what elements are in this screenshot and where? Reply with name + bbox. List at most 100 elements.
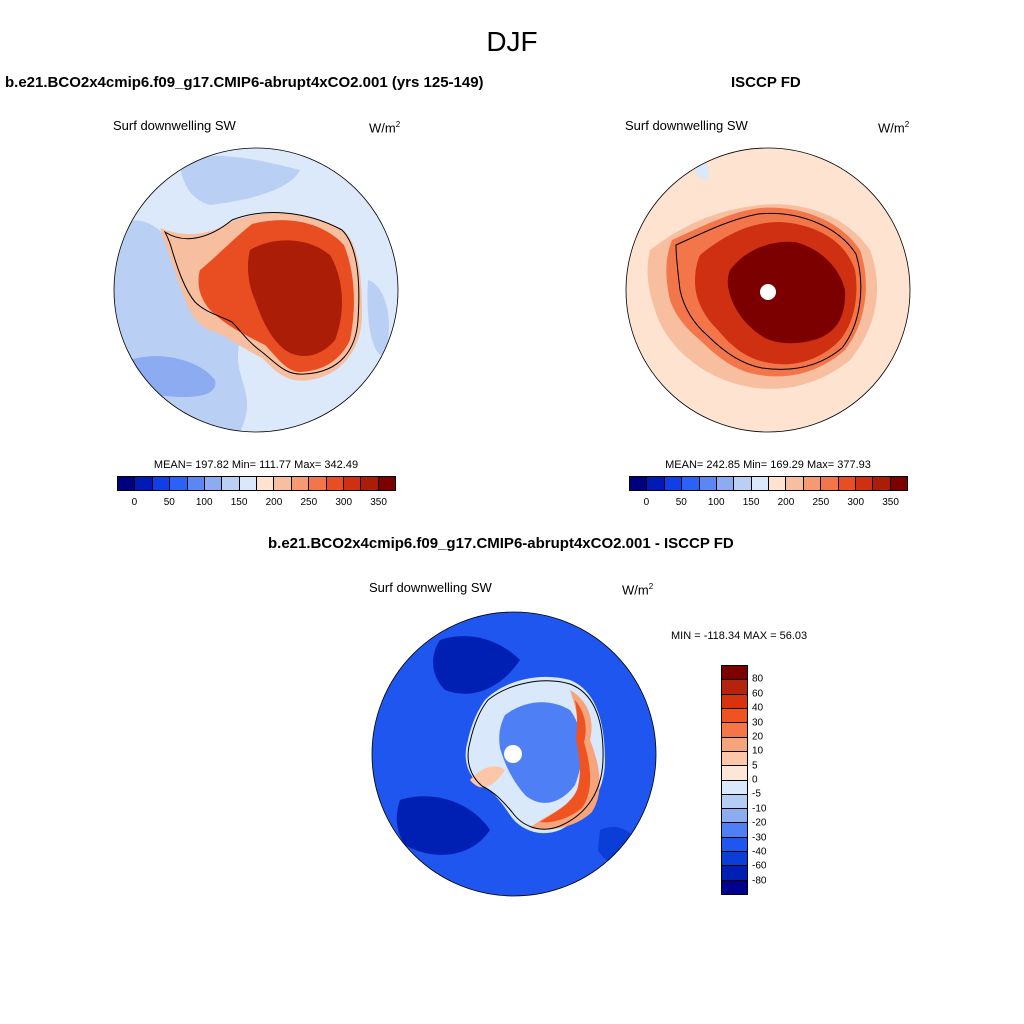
panel-1-stats: MEAN= 197.82 Min= 111.77 Max= 342.49 <box>153 459 359 471</box>
colorbar-segment <box>361 477 379 490</box>
panel-2-units: W/m2 <box>878 120 910 136</box>
continent-core <box>247 240 342 356</box>
colorbar-segment <box>722 680 747 695</box>
colorbar-segment <box>890 477 907 490</box>
colorbar-tick-label: 300 <box>847 497 865 508</box>
colorbar-tick-label: -60 <box>752 860 767 872</box>
colorbar-segment <box>722 837 747 853</box>
colorbar-segment <box>716 477 735 490</box>
colorbar-tick-label: 50 <box>163 497 175 508</box>
ocean-field-low <box>180 155 300 205</box>
colorbar-segment <box>239 477 257 490</box>
colorbar-segment <box>722 751 747 767</box>
panel-1-colorbar-labels: 0 50 100 150 200 250 300 350 <box>117 497 394 511</box>
colorbar-tick-label: 60 <box>752 688 764 700</box>
panel-2-title: ISCCP FD <box>731 74 801 91</box>
colorbar-segment <box>291 477 310 490</box>
colorbar-tick-label: 200 <box>265 497 283 508</box>
panel-3-title: b.e21.BCO2x4cmip6.f09_g17.CMIP6-abrupt4x… <box>268 535 734 552</box>
colorbar-tick-label: 100 <box>195 497 213 508</box>
colorbar-segment <box>838 477 856 490</box>
colorbar-segment <box>722 723 747 738</box>
coastline <box>163 212 360 375</box>
colorbar-segment <box>170 477 188 490</box>
colorbar-segment <box>630 477 648 490</box>
colorbar-segment <box>722 852 747 867</box>
colorbar-segment <box>734 477 752 490</box>
colorbar-segment <box>257 477 275 490</box>
colorbar-tick-label: 150 <box>742 497 760 508</box>
colorbar-segment <box>187 477 205 490</box>
panel-1-variable: Surf downwelling SW <box>113 118 236 133</box>
colorbar-tick-label: -10 <box>752 803 767 815</box>
panel-2-variable: Surf downwelling SW <box>625 118 748 133</box>
colorbar-segment <box>699 477 717 490</box>
colorbar-segment <box>118 477 136 490</box>
panel-2-stats: MEAN= 242.85 Min= 169.29 Max= 377.93 <box>665 459 871 471</box>
colorbar-segment <box>722 766 747 781</box>
colorbar-tick-label: 0 <box>752 774 758 786</box>
colorbar-segment <box>722 694 747 709</box>
colorbar-tick-label: 0 <box>131 497 138 508</box>
colorbar-segment <box>873 477 891 490</box>
colorbar-segment <box>751 477 769 490</box>
colorbar-tick-label: -20 <box>752 817 767 829</box>
colorbar-segment <box>204 477 223 490</box>
polar-hole <box>504 745 522 763</box>
coast-positive-strong <box>540 700 591 823</box>
colorbar-tick-label: 30 <box>752 717 764 728</box>
colorbar-segment <box>664 477 683 490</box>
colorbar-tick-label: 150 <box>230 497 248 508</box>
colorbar-tick-label: 100 <box>707 497 725 508</box>
colorbar-segment <box>722 809 747 824</box>
polar-hole <box>760 284 776 300</box>
coastline <box>467 680 604 830</box>
colorbar-segment <box>326 477 344 490</box>
colorbar-segment <box>722 823 747 838</box>
colorbar-segment <box>722 866 747 881</box>
colorbar-segment <box>152 477 171 490</box>
colorbar-tick-label: 80 <box>752 673 764 685</box>
colorbar-segment <box>378 477 395 490</box>
panel-3-colorbar-labels: 80 60 40 30 20 10 5 0 -5 -10 -20 -30 -40 -60 -80 <box>752 665 782 893</box>
colorbar-segment <box>722 880 747 894</box>
panel-3-variable: Surf downwelling SW <box>369 580 492 595</box>
panel-2-colorbar-labels: 0 50 100 150 200 250 300 350 <box>629 497 906 511</box>
colorbar-segment <box>722 708 747 724</box>
colorbar-tick-label: 350 <box>882 497 899 508</box>
colorbar-tick-label: 5 <box>752 760 758 772</box>
ocean-field-low <box>367 280 389 356</box>
colorbar-tick-label: -5 <box>752 788 761 800</box>
ocean-field-deep <box>396 796 490 855</box>
colorbar-tick-label: -30 <box>752 832 767 843</box>
colorbar-tick-label: 200 <box>777 497 795 508</box>
panel-3-stats: MIN = -118.34 MAX = 56.03 <box>671 630 808 642</box>
colorbar-segment <box>821 477 839 490</box>
colorbar-tick-label: 300 <box>335 497 353 508</box>
colorbar-segment <box>343 477 362 490</box>
colorbar-segment <box>722 737 747 752</box>
colorbar-tick-label: 250 <box>812 497 830 508</box>
panel-3-colorbar <box>721 665 748 895</box>
colorbar-tick-label: 0 <box>643 497 650 508</box>
panel-3-units: W/m2 <box>622 582 654 598</box>
figure-title: DJF <box>486 26 538 57</box>
colorbar-segment <box>722 666 747 681</box>
colorbar-segment <box>786 477 804 490</box>
colorbar-tick-label: 250 <box>300 497 318 508</box>
colorbar-segment <box>855 477 874 490</box>
colorbar-tick-label: 10 <box>752 745 764 757</box>
colorbar-tick-label: 350 <box>370 497 387 508</box>
continent-interior <box>499 702 582 803</box>
colorbar-segment <box>722 780 747 795</box>
colorbar-segment <box>722 794 747 810</box>
colorbar-tick-label: 20 <box>752 731 764 743</box>
coast-positive <box>470 766 505 788</box>
colorbar-tick-label: 40 <box>752 702 764 714</box>
ocean-field-deep <box>433 636 520 694</box>
panel-2-colorbar <box>629 476 908 491</box>
colorbar-tick-label: -80 <box>752 875 767 887</box>
